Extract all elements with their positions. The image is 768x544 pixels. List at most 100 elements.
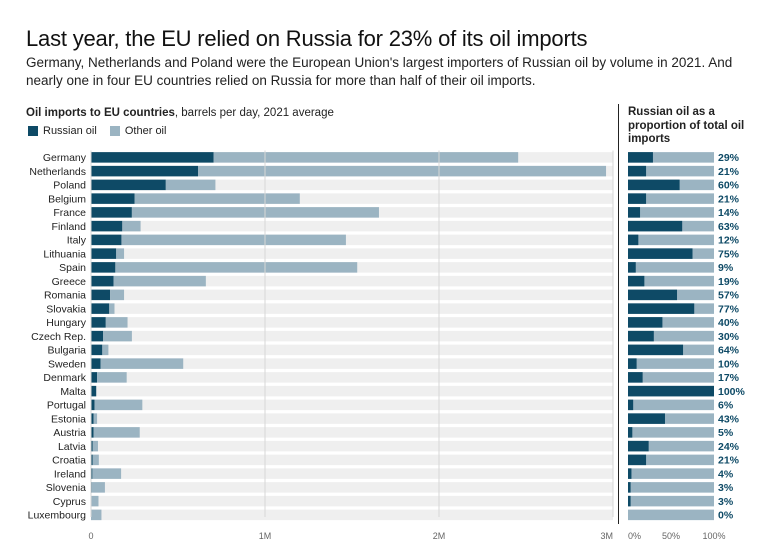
pct-label-finland: 63%	[718, 221, 740, 233]
bar-russian-czech-rep	[91, 330, 104, 342]
pct-track-slovenia	[628, 482, 714, 493]
country-label-hungary: Hungary	[46, 317, 86, 329]
bar-other-finland	[122, 220, 141, 232]
bar-other-france	[131, 207, 379, 218]
bar-russian-poland	[91, 179, 166, 191]
legend-item-other: Other oil	[109, 125, 166, 137]
bar-other-romania	[110, 289, 125, 301]
pct-tick-label-100: 100%	[702, 531, 725, 541]
pct-bar-finland	[628, 220, 683, 232]
row-band-slovakia	[91, 303, 613, 314]
pct-track-cyprus	[628, 495, 714, 507]
country-label-lithuania: Lithuania	[43, 248, 86, 260]
country-label-italy: Italy	[67, 235, 87, 247]
bar-other-ireland	[92, 468, 122, 479]
bar-russian-estonia	[91, 413, 94, 424]
pct-track-france	[628, 207, 714, 218]
pct-label-italy: 12%	[718, 235, 740, 247]
row-band-cyprus	[91, 495, 613, 507]
bar-other-portugal	[94, 399, 143, 411]
right-panel-title: Russian oil as a proportion of total oil…	[628, 106, 745, 145]
bar-russian-romania	[91, 289, 111, 301]
pct-bar-ireland	[628, 468, 632, 479]
pct-bar-sweden	[628, 358, 637, 369]
pct-label-cyprus: 3%	[718, 496, 734, 508]
bar-russian-germany	[91, 152, 214, 163]
row-band-croatia	[91, 454, 613, 466]
pct-track-netherlands	[628, 165, 714, 177]
pct-label-hungary: 40%	[718, 317, 740, 329]
bar-other-germany	[213, 152, 519, 163]
pct-bar-spain	[628, 262, 636, 273]
country-label-ireland: Ireland	[54, 468, 86, 480]
pct-track-portugal	[628, 399, 714, 411]
bar-russian-france	[91, 207, 132, 218]
legend-swatch-russian	[28, 126, 38, 136]
pct-bar-netherlands	[628, 165, 647, 177]
bar-other-slovakia	[109, 303, 115, 314]
row-band-hungary	[91, 317, 613, 328]
country-label-france: France	[53, 207, 86, 219]
tick-label-0: 0	[88, 531, 93, 541]
country-label-latvia: Latvia	[58, 441, 86, 453]
pct-bar-cyprus	[628, 495, 631, 507]
country-label-romania: Romania	[44, 290, 86, 302]
pct-label-sweden: 10%	[718, 358, 740, 370]
bar-other-poland	[165, 179, 216, 191]
pct-bar-malta	[628, 385, 714, 397]
pct-track-austria	[628, 427, 714, 438]
row-band-belgium	[91, 193, 613, 204]
bar-russian-slovakia	[91, 303, 110, 314]
row-band-luxembourg	[91, 509, 613, 521]
country-label-netherlands: Netherlands	[29, 166, 86, 178]
country-label-bulgaria: Bulgaria	[47, 345, 86, 357]
pct-bar-slovakia	[628, 303, 695, 314]
chart-title: Last year, the EU relied on Russia for 2…	[26, 26, 588, 51]
pct-bar-poland	[628, 179, 680, 191]
pct-label-ireland: 4%	[718, 468, 734, 480]
row-band-bulgaria	[91, 344, 613, 356]
country-label-estonia: Estonia	[51, 413, 86, 425]
bar-russian-malta	[91, 385, 97, 397]
country-label-spain: Spain	[59, 262, 86, 274]
pct-bar-latvia	[628, 440, 649, 452]
bar-other-croatia	[92, 454, 99, 466]
bar-russian-sweden	[91, 358, 101, 369]
pct-track-spain	[628, 262, 714, 273]
pct-track-greece	[628, 275, 714, 287]
pct-tick-label-50: 50%	[662, 531, 680, 541]
bar-russian-greece	[91, 275, 114, 287]
row-band-romania	[91, 289, 613, 301]
legend-swatch-other	[109, 126, 120, 136]
bar-russian-denmark	[91, 372, 98, 383]
pct-bar-hungary	[628, 317, 663, 328]
row-band-denmark	[91, 372, 613, 383]
row-band-slovenia	[91, 482, 613, 493]
country-label-finland: Finland	[52, 221, 87, 233]
panel-divider	[618, 104, 619, 524]
pct-bar-bulgaria	[628, 344, 684, 356]
bar-other-czech-rep	[103, 330, 132, 342]
pct-label-netherlands: 21%	[718, 166, 740, 178]
bar-russian-latvia	[91, 440, 93, 452]
pct-bar-romania	[628, 289, 678, 301]
pct-bar-czech-rep	[628, 330, 654, 342]
bar-other-luxembourg	[91, 509, 102, 521]
bar-russian-netherlands	[91, 165, 199, 177]
country-label-poland: Poland	[53, 180, 86, 192]
row-band-greece	[91, 275, 613, 287]
chart-subtitle: Germany, Netherlands and Poland were the…	[26, 55, 733, 88]
row-band-poland	[91, 179, 613, 191]
bar-other-sweden	[100, 358, 184, 369]
pct-track-czech-rep	[628, 330, 714, 342]
pct-track-hungary	[628, 317, 714, 328]
bar-other-greece	[113, 275, 206, 287]
pct-label-luxembourg: 0%	[718, 510, 734, 522]
pct-track-croatia	[628, 454, 714, 466]
legend: Russian oil Other oil	[28, 125, 176, 139]
pct-label-germany: 29%	[718, 152, 740, 164]
bar-other-estonia	[93, 413, 98, 424]
pct-track-denmark	[628, 372, 714, 383]
pct-track-sweden	[628, 358, 714, 369]
pct-bar-germany	[628, 152, 653, 163]
